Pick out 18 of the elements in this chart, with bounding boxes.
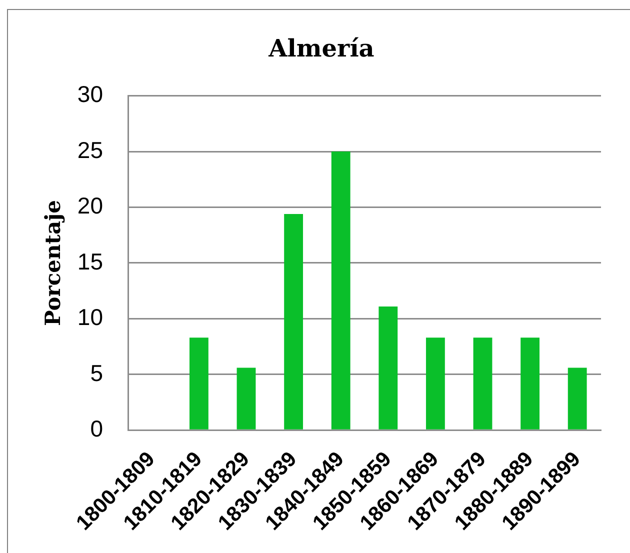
bar — [568, 368, 587, 430]
y-tick-label: 25 — [77, 136, 103, 163]
bar — [236, 368, 256, 430]
bar — [473, 338, 492, 430]
bar — [378, 306, 398, 430]
bar — [520, 338, 540, 430]
bar — [426, 338, 445, 430]
bar — [331, 152, 350, 430]
y-tick-label: 0 — [90, 416, 103, 442]
y-tick-label: 5 — [90, 360, 103, 386]
chart-title: Almería — [268, 34, 374, 63]
y-axis-title: Porcentaje — [40, 200, 66, 326]
y-tick-label: 15 — [77, 248, 103, 274]
y-tick-label: 30 — [77, 81, 103, 108]
bar — [189, 338, 208, 430]
bar — [284, 214, 304, 430]
y-tick-label: 10 — [77, 304, 103, 330]
y-tick-label: 20 — [77, 192, 103, 219]
